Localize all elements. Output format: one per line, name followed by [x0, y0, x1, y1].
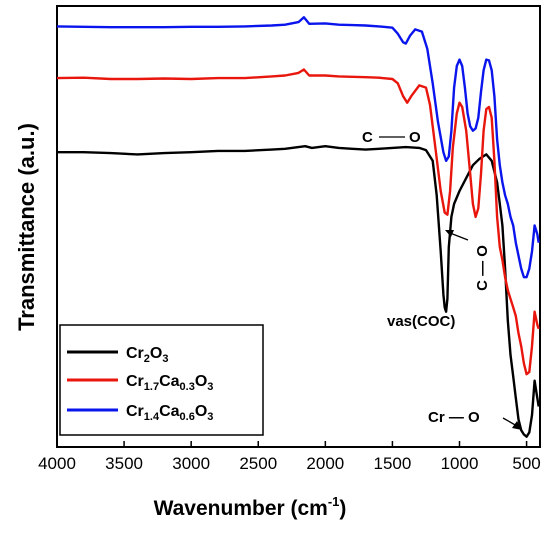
legend: Cr2O3 Cr1.7Ca0.3O3 Cr1.4Ca0.6O3 [59, 324, 264, 436]
legend-part-1-3: 0.3 [180, 381, 195, 393]
series-line-2 [56, 16, 540, 279]
x-tick-label-0: 4000 [38, 454, 76, 473]
annotation-co-upper-o: O [409, 129, 421, 146]
legend-part-1-4: O [195, 373, 207, 390]
legend-part-1-1: 1.7 [144, 381, 159, 393]
annotation-arrowhead-co [445, 230, 454, 237]
x-tick-label-4: 2000 [306, 454, 344, 473]
x-axis-title-sup: -1 [328, 494, 340, 509]
x-tick-label-1: 3500 [105, 454, 143, 473]
x-tick-label-6: 1000 [441, 454, 479, 473]
annotations: C O vas(COC) C — O Cr — O [362, 129, 522, 430]
x-axis-title-end: ) [339, 497, 346, 520]
legend-part-1-5: 3 [207, 381, 213, 393]
legend-part-1-0: Cr [126, 373, 144, 390]
annotation-cro: Cr — O [428, 409, 480, 426]
x-tick-label-3: 2500 [239, 454, 277, 473]
legend-part-1-2: Ca [159, 373, 180, 390]
annotation-arrowhead-cro [512, 421, 522, 430]
series-line-1 [56, 68, 540, 376]
x-axis-title: Wavenumber (cm-1) [154, 494, 347, 520]
legend-part-2-0: Cr [126, 403, 144, 420]
legend-part-2-3: 0.6 [180, 411, 195, 423]
x-tick-label-7: 500 [512, 454, 540, 473]
annotation-vas: vas(COC) [387, 313, 455, 330]
legend-part-2-2: Ca [159, 403, 180, 420]
legend-part-0-2: O [150, 345, 162, 362]
x-tick-label-5: 1500 [374, 454, 412, 473]
plot-frame [56, 5, 541, 448]
legend-entry-2: Cr1.4Ca0.6O3 [126, 403, 213, 423]
legend-part-2-4: O [195, 403, 207, 420]
x-axis-ticks: 4000 3500 3000 2500 2000 1500 1000 500 [38, 441, 541, 473]
annotation-co-upper: C [362, 129, 373, 146]
annotation-arrow-co [449, 232, 469, 241]
legend-entry-0: Cr2O3 [126, 345, 168, 365]
y-axis-title: Transmittance (a.u.) [14, 123, 39, 331]
legend-part-0-1: 2 [144, 353, 150, 365]
legend-part-2-1: 1.4 [144, 411, 160, 423]
legend-entry-1: Cr1.7Ca0.3O3 [126, 373, 213, 393]
series-layer [56, 16, 540, 438]
legend-part-0-3: 3 [162, 353, 168, 365]
x-axis-title-main: Wavenumber (cm [154, 497, 328, 520]
legend-part-0-0: Cr [126, 345, 144, 362]
annotation-co-vertical: C — O [474, 245, 491, 291]
x-tick-label-2: 3000 [172, 454, 210, 473]
legend-part-2-5: 3 [207, 411, 213, 423]
series-line-0 [57, 145, 540, 438]
